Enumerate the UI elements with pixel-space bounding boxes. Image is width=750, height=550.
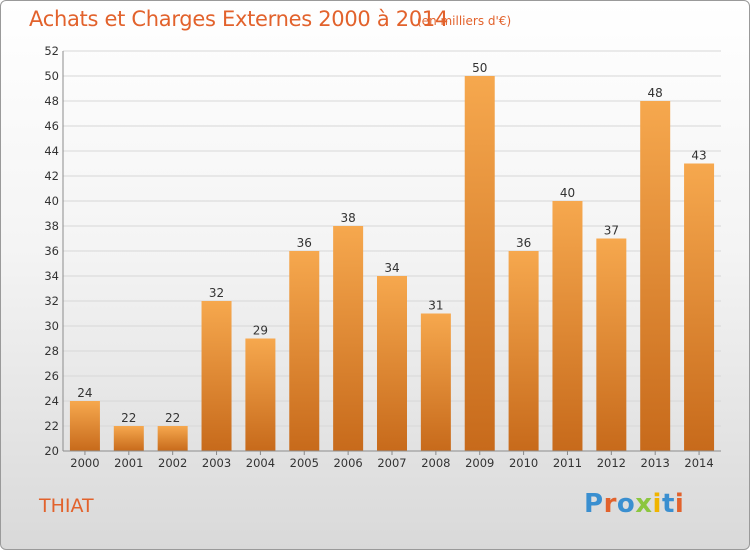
x-tick-label-2005: 2005 [290, 456, 319, 470]
x-tick-label-2004: 2004 [246, 456, 275, 470]
y-tick-label: 46 [44, 119, 59, 133]
bar-2007 [377, 276, 407, 451]
y-tick-label: 22 [44, 419, 59, 433]
bar-2013 [640, 101, 671, 451]
y-tick-label: 24 [44, 394, 59, 408]
x-tick-label-2003: 2003 [202, 456, 231, 470]
brand-letter: t [661, 489, 675, 519]
y-tick-label: 26 [44, 369, 59, 383]
y-tick-label: 42 [44, 169, 59, 183]
bar-2006 [333, 226, 364, 451]
x-axis-ticks: 2000 2001 2002 2003 2004 2005 2006 2007 2008 2009… [70, 451, 714, 470]
data-labels: 24 22 22 32 29 36 38 34 31 50 36 40 37 48 43 [77, 61, 706, 425]
data-label-2004: 29 [253, 324, 268, 338]
x-tick-label-2006: 2006 [333, 456, 362, 470]
data-label-2000: 24 [77, 386, 92, 400]
proxiti-logo[interactable]: Proxiti [584, 489, 684, 519]
y-axis-ticks: 20 22 24 26 28 30 32 34 36 38 40 42 44 46 48 50 52 [44, 44, 59, 458]
data-label-2014: 43 [691, 149, 706, 163]
y-tick-label: 28 [44, 344, 59, 358]
y-tick-label: 20 [44, 444, 59, 458]
y-tick-label: 34 [44, 269, 59, 283]
data-label-2013: 48 [648, 86, 663, 100]
x-tick-label-2012: 2012 [597, 456, 626, 470]
commune-name: THIAT [39, 495, 94, 517]
bar-2008 [420, 313, 451, 451]
chart-subtitle: (en milliers d'€) [417, 14, 512, 28]
y-tick-label: 38 [44, 219, 59, 233]
x-tick-label-2001: 2001 [114, 456, 143, 470]
x-tick-label-2002: 2002 [158, 456, 187, 470]
data-label-2008: 31 [428, 299, 443, 313]
x-tick-label-2009: 2009 [465, 456, 494, 470]
x-tick-label-2014: 2014 [684, 456, 713, 470]
data-label-2011: 40 [560, 186, 575, 200]
data-label-2010: 36 [516, 236, 531, 250]
y-tick-label: 40 [44, 194, 59, 208]
y-tick-label: 30 [44, 319, 59, 333]
bar-2011 [552, 201, 583, 451]
data-label-2009: 50 [472, 61, 487, 75]
brand-letter: i [652, 489, 662, 519]
bars [69, 76, 715, 451]
data-label-2001: 22 [121, 411, 136, 425]
x-tick-label-2000: 2000 [70, 456, 99, 470]
y-tick-label: 36 [44, 244, 59, 258]
y-tick-label: 44 [44, 144, 59, 158]
data-label-2002: 22 [165, 411, 180, 425]
y-tick-label: 50 [44, 69, 59, 83]
data-label-2006: 38 [340, 211, 355, 225]
data-label-2005: 36 [297, 236, 312, 250]
bar-2002 [157, 426, 188, 451]
bar-2014 [684, 163, 715, 451]
axes [62, 51, 721, 452]
chart-title: Achats et Charges Externes 2000 à 2014 [29, 7, 449, 31]
bar-2012 [596, 238, 627, 451]
brand-letter: o [616, 489, 636, 519]
bar-2000 [69, 401, 100, 451]
x-tick-label-2013: 2013 [641, 456, 670, 470]
brand-letter: P [584, 489, 604, 519]
bar-2010 [508, 251, 539, 451]
y-tick-label: 32 [44, 294, 59, 308]
bar-2005 [289, 251, 320, 451]
bar-2009 [464, 76, 495, 451]
brand-letter: i [674, 489, 685, 519]
data-label-2007: 34 [384, 261, 399, 275]
bar-2004 [245, 338, 276, 451]
y-tick-label: 52 [44, 44, 59, 58]
y-tick-label: 48 [44, 94, 59, 108]
bar-2003 [201, 301, 232, 451]
x-tick-label-2007: 2007 [377, 456, 406, 470]
x-tick-label-2008: 2008 [421, 456, 450, 470]
brand-letter: r [603, 489, 617, 519]
x-tick-label-2011: 2011 [553, 456, 582, 470]
data-label-2003: 32 [209, 286, 224, 300]
data-label-2012: 37 [604, 224, 619, 238]
bar-2001 [113, 426, 144, 451]
x-tick-label-2010: 2010 [509, 456, 538, 470]
brand-letter: x [635, 489, 653, 519]
